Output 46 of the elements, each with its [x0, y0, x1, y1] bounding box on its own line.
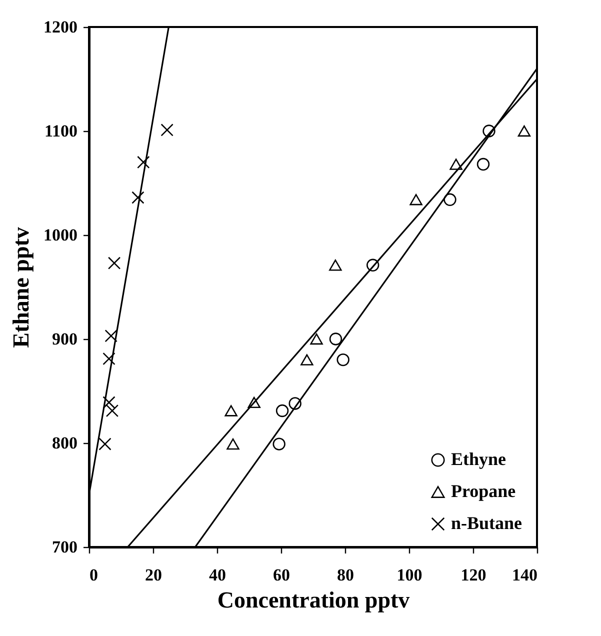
y-tick-label: 1200 [44, 18, 78, 36]
x-tick-label: 120 [460, 566, 486, 584]
x-tick-label: 60 [273, 566, 290, 584]
point [482, 124, 496, 138]
point [248, 396, 260, 408]
point [132, 191, 144, 204]
x-tick-label: 40 [209, 566, 226, 584]
point [336, 353, 350, 366]
x-tick-label: 0 [90, 566, 98, 584]
y-tick-label: 900 [52, 330, 78, 348]
legend-label: Ethyne [451, 449, 506, 469]
point [300, 354, 314, 366]
x-axis-title: Concentration pptv [217, 588, 410, 612]
point [366, 258, 380, 272]
point [329, 260, 342, 271]
point [106, 404, 119, 418]
point [272, 438, 286, 450]
point [310, 333, 323, 345]
point [98, 438, 112, 450]
point [276, 404, 289, 418]
point [410, 194, 422, 206]
point [224, 405, 238, 416]
point [518, 125, 531, 137]
point [102, 352, 116, 366]
point [108, 256, 121, 270]
point [226, 438, 240, 450]
point [104, 330, 118, 342]
point [137, 156, 150, 169]
point [476, 158, 490, 171]
x-tick-label: 140 [512, 566, 538, 584]
y-tick-label: 1100 [44, 122, 78, 140]
point [450, 158, 462, 170]
point [160, 124, 174, 136]
point [329, 332, 342, 346]
y-tick-label: 1000 [44, 226, 78, 244]
legend-label: Propane [451, 481, 516, 501]
y-tick-label: 700 [52, 538, 78, 556]
x-tick-label: 20 [145, 566, 162, 584]
point [444, 193, 456, 206]
y-tick-label: 800 [52, 434, 78, 452]
point [102, 396, 116, 409]
legend-label: n-Butane [451, 513, 522, 533]
y-axis-title: Ethane pptv [8, 226, 34, 348]
point [288, 397, 302, 410]
x-tick-label: 80 [337, 566, 354, 584]
x-tick-label: 100 [396, 566, 422, 584]
